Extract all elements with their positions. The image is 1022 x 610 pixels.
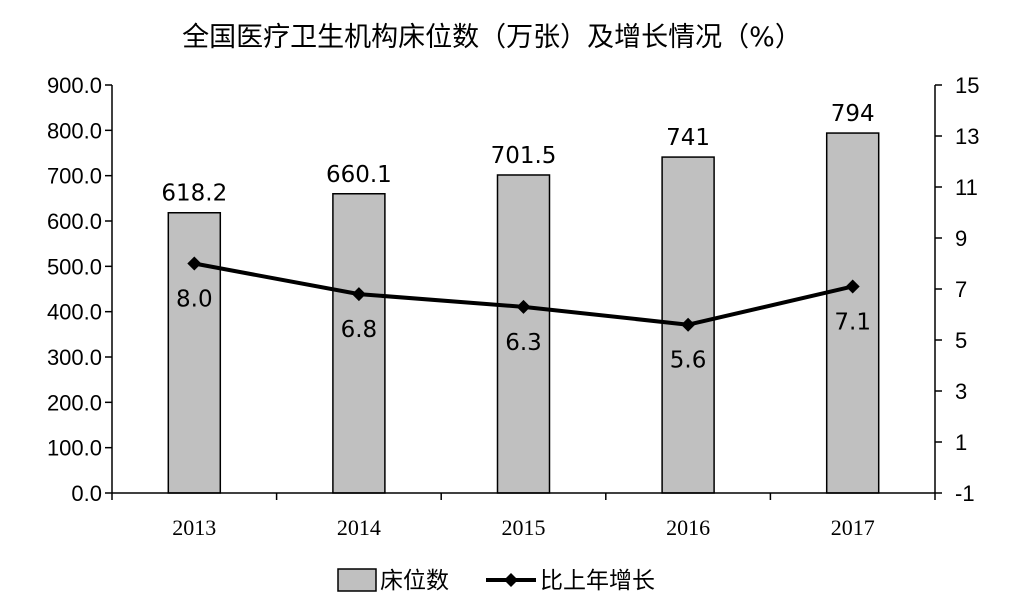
axes xyxy=(111,85,936,500)
left-tick-label: 200.0 xyxy=(47,390,102,415)
right-tick-label: 5 xyxy=(955,328,967,353)
bar-value-label: 794 xyxy=(831,101,875,127)
growth-marker-2013 xyxy=(187,256,202,271)
left-tick-label: 0.0 xyxy=(71,481,102,506)
legend-diamond-marker xyxy=(504,573,518,587)
right-tick-label: 7 xyxy=(955,277,967,302)
chart-title: 全国医疗卫生机构床位数（万张）及增长情况（%） xyxy=(182,22,802,53)
growth-value-label: 6.3 xyxy=(505,330,542,356)
bar-value-label: 701.5 xyxy=(491,143,557,169)
right-tick-label: 1 xyxy=(955,430,967,455)
category-label: 2016 xyxy=(666,515,710,540)
right-tick-label: 11 xyxy=(955,175,978,200)
left-tick-label: 900.0 xyxy=(47,73,102,98)
growth-marker-2015 xyxy=(516,299,531,314)
growth-marker-2016 xyxy=(681,317,696,332)
bar-2017 xyxy=(825,132,880,494)
left-tick-label: 300.0 xyxy=(47,345,102,370)
legend-label-bar: 床位数 xyxy=(380,568,449,594)
bar-value-label: 660.1 xyxy=(326,162,392,188)
left-tick-label: 600.0 xyxy=(47,209,102,234)
bar-2015 xyxy=(496,174,551,494)
growth-value-label: 8.0 xyxy=(176,287,213,313)
right-tick-label: 3 xyxy=(955,379,967,404)
category-label: 2014 xyxy=(337,515,381,540)
category-label: 2017 xyxy=(831,515,875,540)
right-tick-label: 13 xyxy=(955,124,979,149)
line-series: 8.0 6.8 6.3 5.6 7.1 xyxy=(176,256,871,374)
category-label: 2013 xyxy=(172,515,216,540)
right-tick-label: 15 xyxy=(955,73,979,98)
growth-marker-2017 xyxy=(845,279,860,294)
growth-value-label: 7.1 xyxy=(834,309,871,335)
bar-2013 xyxy=(167,211,222,494)
legend-label-line: 比上年增长 xyxy=(540,568,655,594)
bar-2014 xyxy=(332,193,386,494)
left-tick-label: 800.0 xyxy=(47,118,102,143)
left-axis-ticks: 0.0 100.0 200.0 300.0 400.0 500.0 600.0 700.0 80… xyxy=(47,73,112,506)
bar-series: 618.2 660.1 701.5 741 794 xyxy=(161,101,880,494)
category-label: 2015 xyxy=(502,515,546,540)
left-tick-label: 700.0 xyxy=(47,164,102,189)
right-tick-label: 9 xyxy=(955,226,967,251)
left-tick-label: 500.0 xyxy=(47,254,102,279)
growth-value-label: 6.8 xyxy=(341,317,378,343)
right-tick-label: -1 xyxy=(955,481,975,506)
legend-swatch-bar xyxy=(337,568,377,592)
category-labels: 2013 2014 2015 2016 2017 xyxy=(172,515,874,540)
bar-value-label: 741 xyxy=(666,125,710,151)
legend: 床位数 比上年增长 xyxy=(337,568,655,594)
left-tick-label: 100.0 xyxy=(47,436,102,461)
growth-marker-2014 xyxy=(351,287,366,302)
growth-value-label: 5.6 xyxy=(670,348,707,374)
left-tick-label: 400.0 xyxy=(47,300,102,325)
bar-value-label: 618.2 xyxy=(161,181,227,207)
